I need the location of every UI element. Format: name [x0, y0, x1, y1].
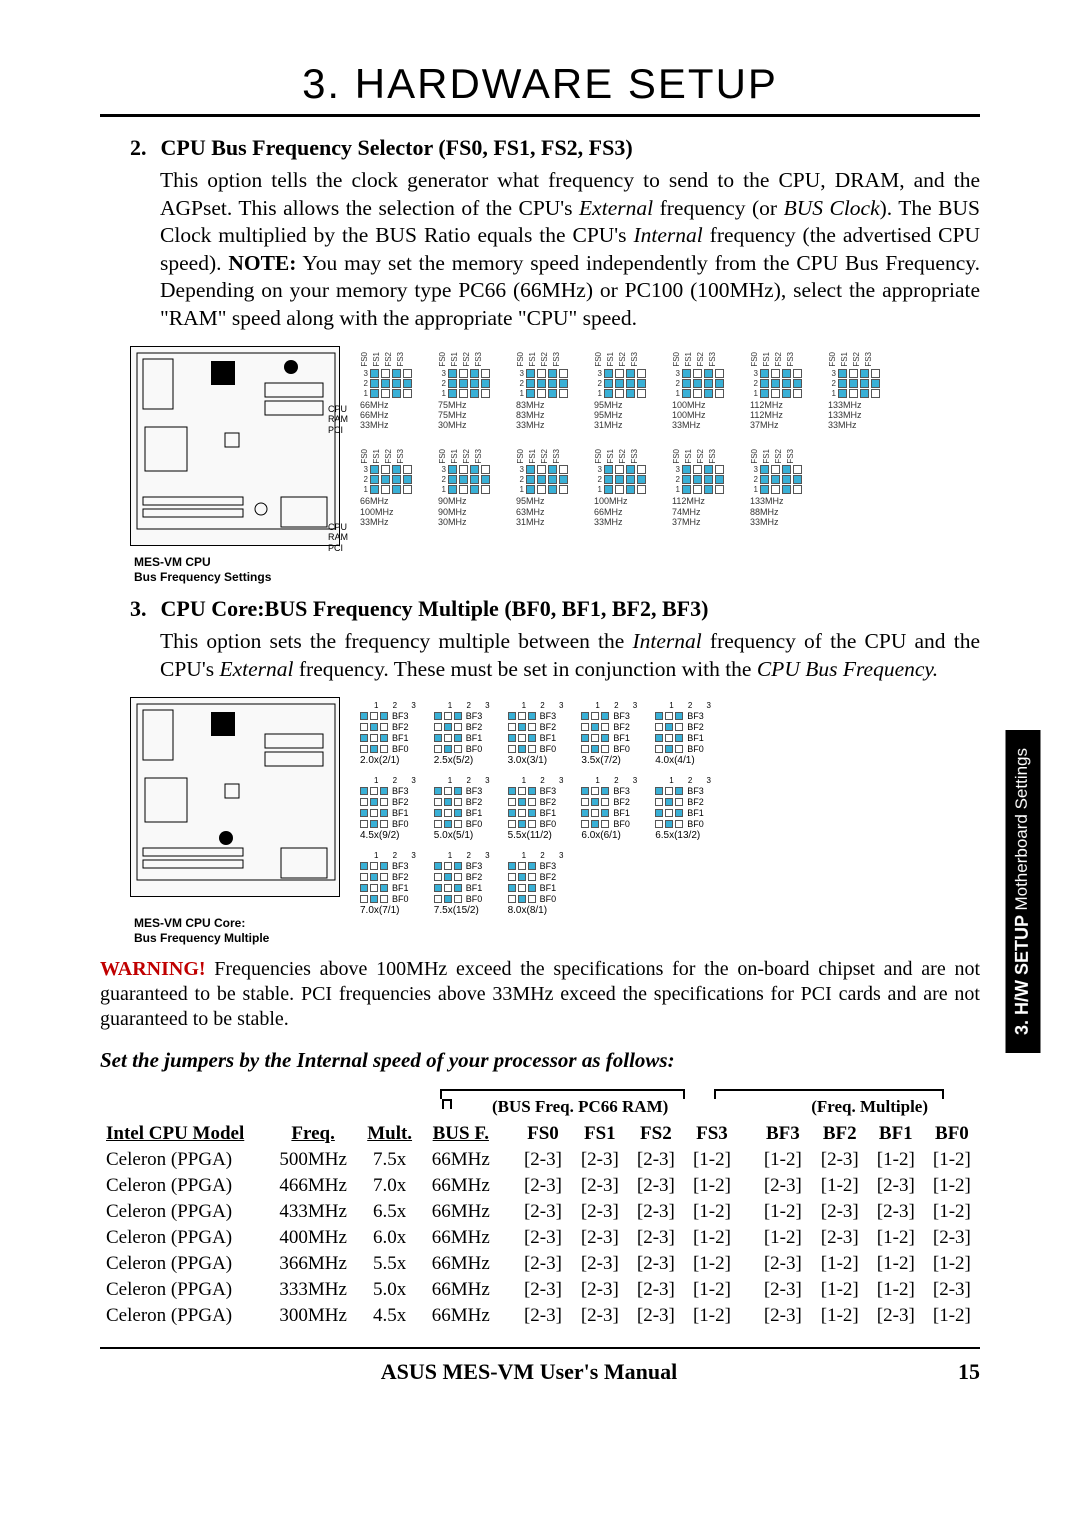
- warning-label: WARNING!: [100, 958, 206, 980]
- section-3-body: This option sets the frequency multiple …: [160, 628, 980, 683]
- chapter-title: 3. HARDWARE SETUP: [100, 60, 980, 108]
- divider: [100, 114, 980, 117]
- cpu-table: Intel CPU ModelFreq.Mult.BUS F.FS0FS1FS2…: [100, 1121, 980, 1329]
- motherboard-icon-2: [130, 697, 340, 897]
- side-tab: 3. H/W SETUP Motherboard Settings: [1005, 730, 1040, 1053]
- fs-row-labels-bot: CPURAMPCI: [328, 522, 348, 553]
- fs-row-labels-top: CPURAMPCI: [328, 404, 348, 435]
- jumper-instruction: Set the jumpers by the Internal speed of…: [100, 1048, 980, 1073]
- section-2-body: This option tells the clock generator wh…: [160, 167, 980, 332]
- warning-block: WARNING! Frequencies above 100MHz exceed…: [100, 957, 980, 1032]
- section-2-title: CPU Bus Frequency Selector (FS0, FS1, FS…: [161, 135, 633, 161]
- section-2: 2. CPU Bus Frequency Selector (FS0, FS1,…: [130, 135, 980, 332]
- motherboard-icon: [130, 346, 340, 546]
- bf-diagram: MES-VM CPU Core: Bus Frequency Multiple …: [130, 697, 980, 947]
- cpu-table-wrapper: (BUS Freq. PC66 RAM) (Freq. Multiple) In…: [100, 1097, 980, 1329]
- bf-diagram-caption: MES-VM CPU Core: Bus Frequency Multiple: [134, 916, 269, 945]
- section-3: 3. CPU Core:BUS Frequency Multiple (BF0,…: [130, 596, 980, 683]
- bf-jumper-grid: 1 2 3BF3BF2BF1BF02.0x(2/1)1 2 3BF3BF2BF1…: [360, 701, 717, 926]
- section-3-title: CPU Core:BUS Frequency Multiple (BF0, BF…: [161, 596, 709, 622]
- section-2-num: 2.: [130, 135, 147, 161]
- super-header-fm: (Freq. Multiple): [811, 1097, 928, 1117]
- warning-text: Frequencies above 100MHz exceed the spec…: [100, 958, 980, 1030]
- fs-diagram: MES-VM CPU Bus Frequency Settings CPURAM…: [130, 346, 980, 586]
- footer: ASUS MES-VM User's Manual 15: [100, 1359, 980, 1385]
- section-3-num: 3.: [130, 596, 147, 622]
- fs-diagram-caption: MES-VM CPU Bus Frequency Settings: [134, 555, 271, 584]
- side-tab-title: 3. H/W SETUP: [1012, 915, 1032, 1035]
- footer-page: 15: [958, 1359, 980, 1385]
- footer-manual: ASUS MES-VM User's Manual: [381, 1359, 677, 1385]
- super-header-bus: (BUS Freq. PC66 RAM): [492, 1097, 668, 1117]
- side-tab-sub: Motherboard Settings: [1012, 748, 1031, 911]
- footer-divider: [100, 1347, 980, 1349]
- fs-jumper-grid: FS0FS1FS2FS332166MHz66MHz33MHzFS0FS1FS2F…: [360, 352, 980, 586]
